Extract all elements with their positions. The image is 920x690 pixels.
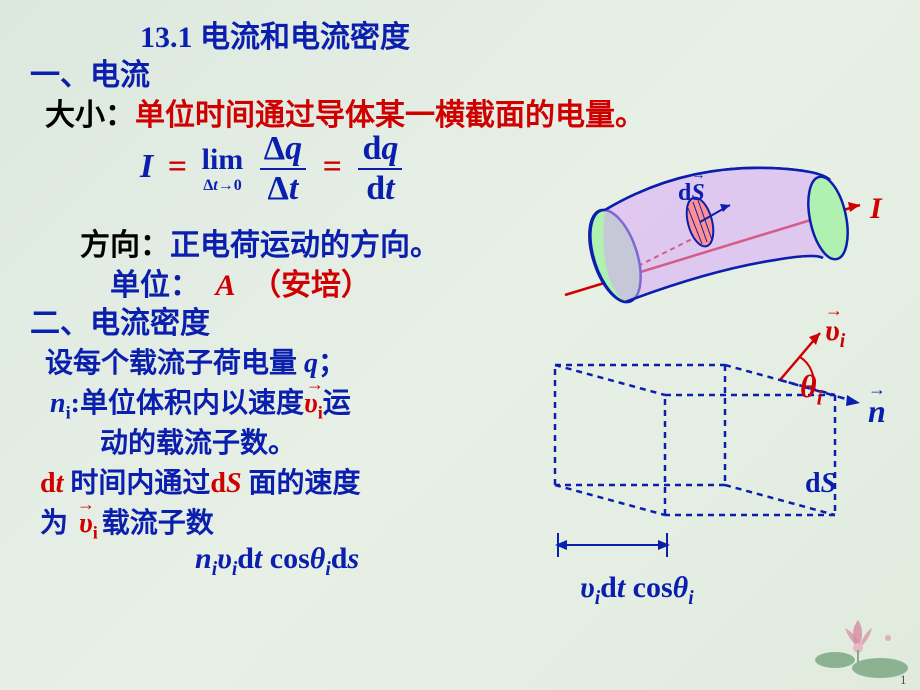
line-ni-2: 动的载流子数。 bbox=[100, 421, 296, 461]
line-charge: 设每个载流子荷电量 q； bbox=[45, 341, 346, 381]
direction-line: 方向：正电荷运动的方向。 bbox=[80, 220, 440, 264]
formula-current: I = lim Δt→0 Δq Δt = dq dt bbox=[140, 130, 402, 208]
section-2-label: 二、电流密度 bbox=[30, 298, 210, 342]
diagram1-I-label: I bbox=[870, 192, 882, 226]
page-number: 1 bbox=[900, 672, 907, 688]
line-vi: 为 →υi载流子数 bbox=[40, 501, 214, 544]
diagram2-vi-label: →υi bbox=[825, 314, 845, 353]
section-1-label: 一、电流 bbox=[30, 50, 150, 94]
line-ni: ni:单位体积内以速度→υi运 bbox=[50, 381, 351, 424]
diagram1-dS-label: d→S bbox=[678, 180, 705, 207]
diagram-box bbox=[525, 315, 895, 575]
diagram2-theta-label: θi bbox=[800, 368, 822, 410]
dimension-label: υidt cosθi bbox=[580, 571, 694, 610]
diagram2-dS-label: dS bbox=[805, 468, 836, 500]
definition-magnitude: 大小：单位时间通过导体某一横截面的电量。 bbox=[45, 90, 645, 134]
diagram2-n-label: →n bbox=[868, 393, 886, 430]
section-number-title: 13.1 电流和电流密度 bbox=[140, 12, 410, 56]
diagram-tube bbox=[560, 150, 880, 320]
formula-flux: niυidt cosθids bbox=[195, 542, 359, 581]
